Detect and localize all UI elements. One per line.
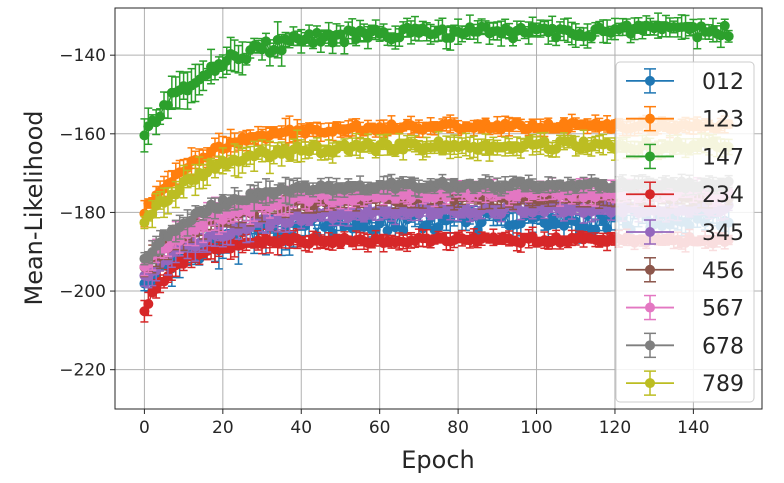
data-point — [162, 270, 173, 281]
data-point — [311, 27, 322, 38]
data-point — [198, 221, 209, 232]
data-point — [339, 37, 350, 48]
data-point — [547, 23, 558, 34]
data-point — [257, 44, 268, 55]
data-point — [519, 207, 530, 218]
data-point — [543, 220, 554, 231]
data-point — [217, 214, 228, 225]
data-point — [276, 45, 287, 56]
data-point — [304, 29, 315, 40]
data-point — [719, 20, 730, 31]
data-point — [358, 221, 369, 232]
data-point — [602, 223, 613, 234]
data-point — [155, 237, 166, 248]
data-point — [688, 22, 699, 33]
data-point — [139, 306, 150, 317]
data-point — [394, 32, 405, 43]
data-point — [155, 111, 166, 122]
data-point — [578, 221, 589, 232]
data-point — [358, 212, 369, 223]
data-point — [260, 36, 271, 47]
data-point — [445, 33, 456, 44]
data-point — [578, 192, 589, 203]
data-point — [327, 37, 338, 48]
data-point — [715, 30, 726, 41]
data-point — [162, 100, 173, 111]
data-point — [143, 298, 154, 309]
data-point — [551, 218, 562, 229]
data-point — [692, 32, 703, 43]
data-point — [508, 33, 519, 44]
data-point — [433, 221, 444, 232]
data-point — [586, 31, 597, 42]
data-point — [551, 32, 562, 43]
data-point — [323, 29, 334, 40]
data-point — [202, 69, 213, 80]
data-point — [351, 34, 362, 45]
data-point — [174, 235, 185, 246]
data-point — [284, 217, 295, 228]
data-point — [335, 29, 346, 40]
data-point — [723, 31, 734, 42]
data-point — [268, 44, 279, 55]
series-678 — [139, 173, 734, 266]
data-point — [621, 20, 632, 31]
data-point — [308, 38, 319, 49]
data-point — [347, 26, 358, 37]
data-point — [437, 24, 448, 35]
series-147 — [139, 12, 734, 153]
data-point — [598, 215, 609, 226]
data-point — [272, 34, 283, 45]
data-point — [421, 220, 432, 231]
data-point — [213, 203, 224, 214]
data-point — [476, 217, 487, 228]
data-point — [382, 225, 393, 236]
data-point — [139, 130, 150, 141]
data-point — [241, 54, 252, 65]
